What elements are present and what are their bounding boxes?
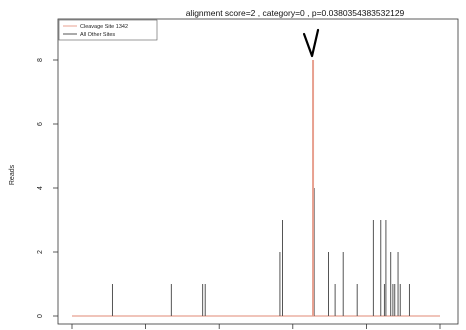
chart-title: alignment score=2 , category=0 , p=0.038… bbox=[186, 8, 405, 18]
legend-label-cleavage: Cleavage Site 1342 bbox=[80, 24, 128, 30]
legend-box bbox=[58, 19, 158, 41]
arrow-down-icon bbox=[302, 28, 320, 58]
y-tick-label: 4 bbox=[37, 186, 44, 190]
y-tick-label: 2 bbox=[37, 250, 44, 254]
y-axis-label: Reads bbox=[9, 164, 16, 185]
legend: Cleavage Site 1342 All Other Sites bbox=[58, 19, 158, 41]
y-tick-label: 8 bbox=[37, 58, 44, 62]
series-other-sites bbox=[111, 188, 410, 316]
plot-frame bbox=[57, 18, 459, 325]
legend-label-other: All Other Sites bbox=[80, 32, 115, 38]
y-tick-label: 6 bbox=[37, 122, 44, 126]
y-axis: 0 2 4 6 8 bbox=[37, 58, 58, 318]
x-axis bbox=[71, 324, 441, 329]
y-tick-label: 0 bbox=[37, 314, 44, 318]
